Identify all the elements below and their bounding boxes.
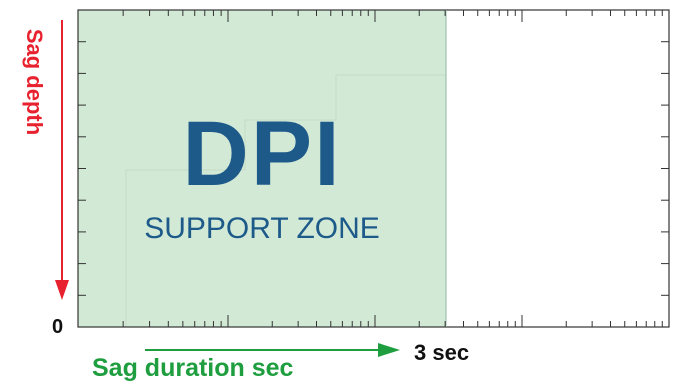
x-axis-arrowhead bbox=[378, 343, 400, 357]
x-axis-end-label: 3 sec bbox=[414, 340, 470, 365]
zone-contour-line bbox=[125, 74, 446, 327]
zone-subtitle: SUPPORT ZONE bbox=[144, 212, 380, 245]
origin-label: 0 bbox=[52, 316, 64, 338]
axis-ticks bbox=[78, 10, 670, 327]
y-axis-label: Sag depth bbox=[22, 28, 47, 136]
y-axis-arrowhead bbox=[55, 280, 69, 300]
dpi-support-zone bbox=[78, 10, 446, 327]
x-axis-label: Sag duration sec bbox=[92, 354, 294, 382]
zone-title: DPI bbox=[182, 103, 342, 205]
